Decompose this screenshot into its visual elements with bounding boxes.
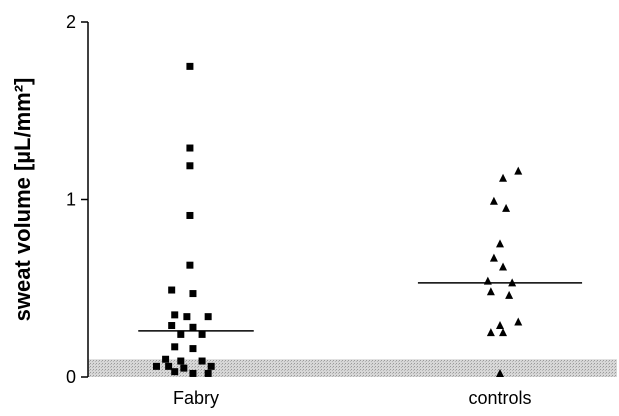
fabry-point xyxy=(189,345,197,353)
fabry-point xyxy=(189,323,197,331)
fabry-point xyxy=(168,322,176,330)
control-point xyxy=(514,317,523,326)
control-point xyxy=(489,253,498,262)
y-axis: 0 1 2 xyxy=(66,12,89,387)
fabry-point xyxy=(186,261,194,269)
fabry-point xyxy=(168,286,176,294)
category-labels: Fabry controls xyxy=(173,388,532,408)
fabry-point xyxy=(198,357,206,365)
control-point xyxy=(499,173,508,182)
control-point xyxy=(508,278,517,287)
threshold-band xyxy=(88,359,617,377)
fabry-point xyxy=(204,369,212,377)
fabry-point xyxy=(198,330,206,338)
fabry-point xyxy=(180,364,188,372)
x-category-label: controls xyxy=(468,388,531,408)
fabry-point xyxy=(171,311,179,319)
control-point xyxy=(496,239,504,248)
control-point xyxy=(486,328,495,337)
control-point xyxy=(486,287,495,296)
fabry-point xyxy=(183,313,191,321)
fabry-point xyxy=(186,211,194,219)
y-tick-label: 2 xyxy=(66,12,76,32)
fabry-point xyxy=(171,343,179,351)
control-point xyxy=(496,321,504,330)
data-points xyxy=(152,62,523,377)
control-point xyxy=(483,276,492,285)
control-point xyxy=(499,328,508,337)
fabry-point xyxy=(177,330,185,338)
fabry-point xyxy=(204,313,212,321)
control-point xyxy=(502,203,511,212)
control-point xyxy=(514,166,523,175)
fabry-point xyxy=(207,362,215,370)
control-point xyxy=(499,262,508,271)
fabry-point xyxy=(186,162,194,170)
control-point xyxy=(489,196,498,205)
fabry-point xyxy=(186,144,194,152)
control-point xyxy=(505,290,514,299)
x-category-label: Fabry xyxy=(173,388,219,408)
fabry-point xyxy=(171,368,179,376)
fabry-point xyxy=(189,369,197,377)
median-lines xyxy=(138,282,583,332)
fabry-point xyxy=(165,362,173,370)
fabry-point xyxy=(152,362,160,370)
y-tick-label: 0 xyxy=(66,367,76,387)
fabry-point xyxy=(189,290,197,298)
fabry-point xyxy=(162,355,170,363)
y-tick-label: 1 xyxy=(66,190,76,210)
control-point xyxy=(496,368,504,377)
fabry-point xyxy=(177,357,185,365)
y-axis-title: sweat volume [µL/mm²] xyxy=(10,78,35,322)
fabry-point xyxy=(186,62,194,70)
